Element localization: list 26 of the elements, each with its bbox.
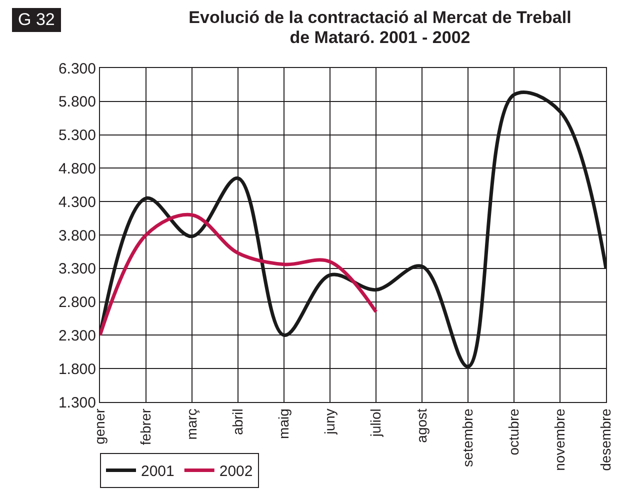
x-tick-label: març [184,408,200,440]
x-tick-label: desembre [598,408,614,471]
x-tick-label: juny [322,408,338,436]
y-tick-label: 5.300 [58,127,96,144]
y-tick-label: 1.800 [58,360,96,378]
x-tick-label: abril [230,408,246,436]
x-tick-label: febrer [138,408,154,446]
legend-label: 2001 [141,463,174,480]
y-tick-label: 2.800 [58,294,96,312]
x-tick-label: agost [414,408,430,443]
y-tick-label: 4.300 [58,194,96,211]
y-tick-label: 3.300 [58,260,96,278]
x-tick-label: novembre [552,408,568,471]
legend-label: 2002 [219,463,253,480]
y-tick-label: 3.800 [58,227,96,244]
x-tick-label: octubre [506,408,522,456]
text: G 32 [12,8,61,32]
y-tick-label: 2.300 [58,327,96,344]
line-series [100,212,378,337]
x-tick-label: maig [276,408,292,439]
x-tick-label: setembre [460,408,476,467]
x-tick-label: juliol [368,408,384,438]
chart-title: Evolució de la contractació al Mercat de Treball de Mataró. 2001 - 2002 [188,8,572,48]
y-tick-label: 6.300 [58,60,96,78]
y-tick-label: 4.800 [58,160,96,178]
y-tick-label: 5.800 [58,94,96,111]
